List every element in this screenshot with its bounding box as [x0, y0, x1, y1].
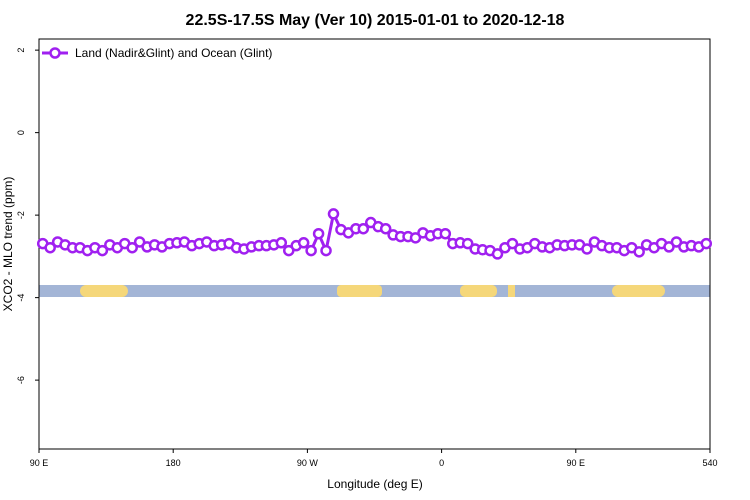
land-ocean-mask: [39, 285, 710, 297]
y-tick-label: -6: [16, 376, 26, 384]
chart-title: 22.5S-17.5S May (Ver 10) 2015-01-01 to 2…: [186, 12, 565, 29]
data-point: [670, 236, 683, 248]
data-point: [275, 237, 288, 249]
data-point: [305, 244, 317, 257]
data-point: [44, 241, 56, 254]
data-point: [439, 227, 452, 240]
land-band: [337, 285, 382, 297]
legend-marker: [49, 47, 61, 59]
data-point: [379, 222, 392, 235]
data-point: [357, 222, 370, 235]
data-point: [126, 241, 138, 254]
land-band: [460, 285, 497, 297]
data-point: [581, 243, 593, 255]
data-point: [320, 244, 332, 257]
data-point: [506, 237, 519, 250]
data-point: [491, 248, 504, 260]
legend-label: Land (Nadir&Glint) and Ocean (Glint): [75, 46, 272, 60]
x-tick-label: 180: [166, 458, 181, 468]
y-tick-label: -2: [16, 211, 26, 219]
data-point: [409, 232, 422, 244]
y-tick-label: -4: [16, 294, 26, 302]
data-point: [297, 237, 310, 249]
data-point: [461, 237, 474, 250]
land-band: [80, 285, 128, 297]
y-axis-label: XCO2 - MLO trend (ppm): [1, 177, 15, 312]
land-band: [612, 285, 665, 297]
land-band: [508, 285, 515, 297]
data-point: [327, 208, 340, 220]
x-tick-label: 90 E: [567, 458, 586, 468]
data-point: [633, 246, 645, 258]
x-tick-label: 0: [439, 458, 444, 468]
x-tick-label: 540: [702, 458, 717, 468]
y-tick-label: 2: [16, 48, 26, 53]
data-point: [283, 244, 295, 257]
data-point: [312, 227, 325, 240]
data-point: [96, 244, 109, 257]
x-tick-label: 90 E: [30, 458, 49, 468]
data-point: [700, 237, 713, 250]
x-axis-label: Longitude (deg E): [327, 477, 422, 491]
x-tick-label: 90 W: [297, 458, 319, 468]
legend: Land (Nadir&Glint) and Ocean (Glint): [42, 46, 272, 60]
data-point: [133, 236, 146, 248]
data-point: [663, 241, 675, 253]
y-tick-label: 0: [16, 130, 26, 135]
